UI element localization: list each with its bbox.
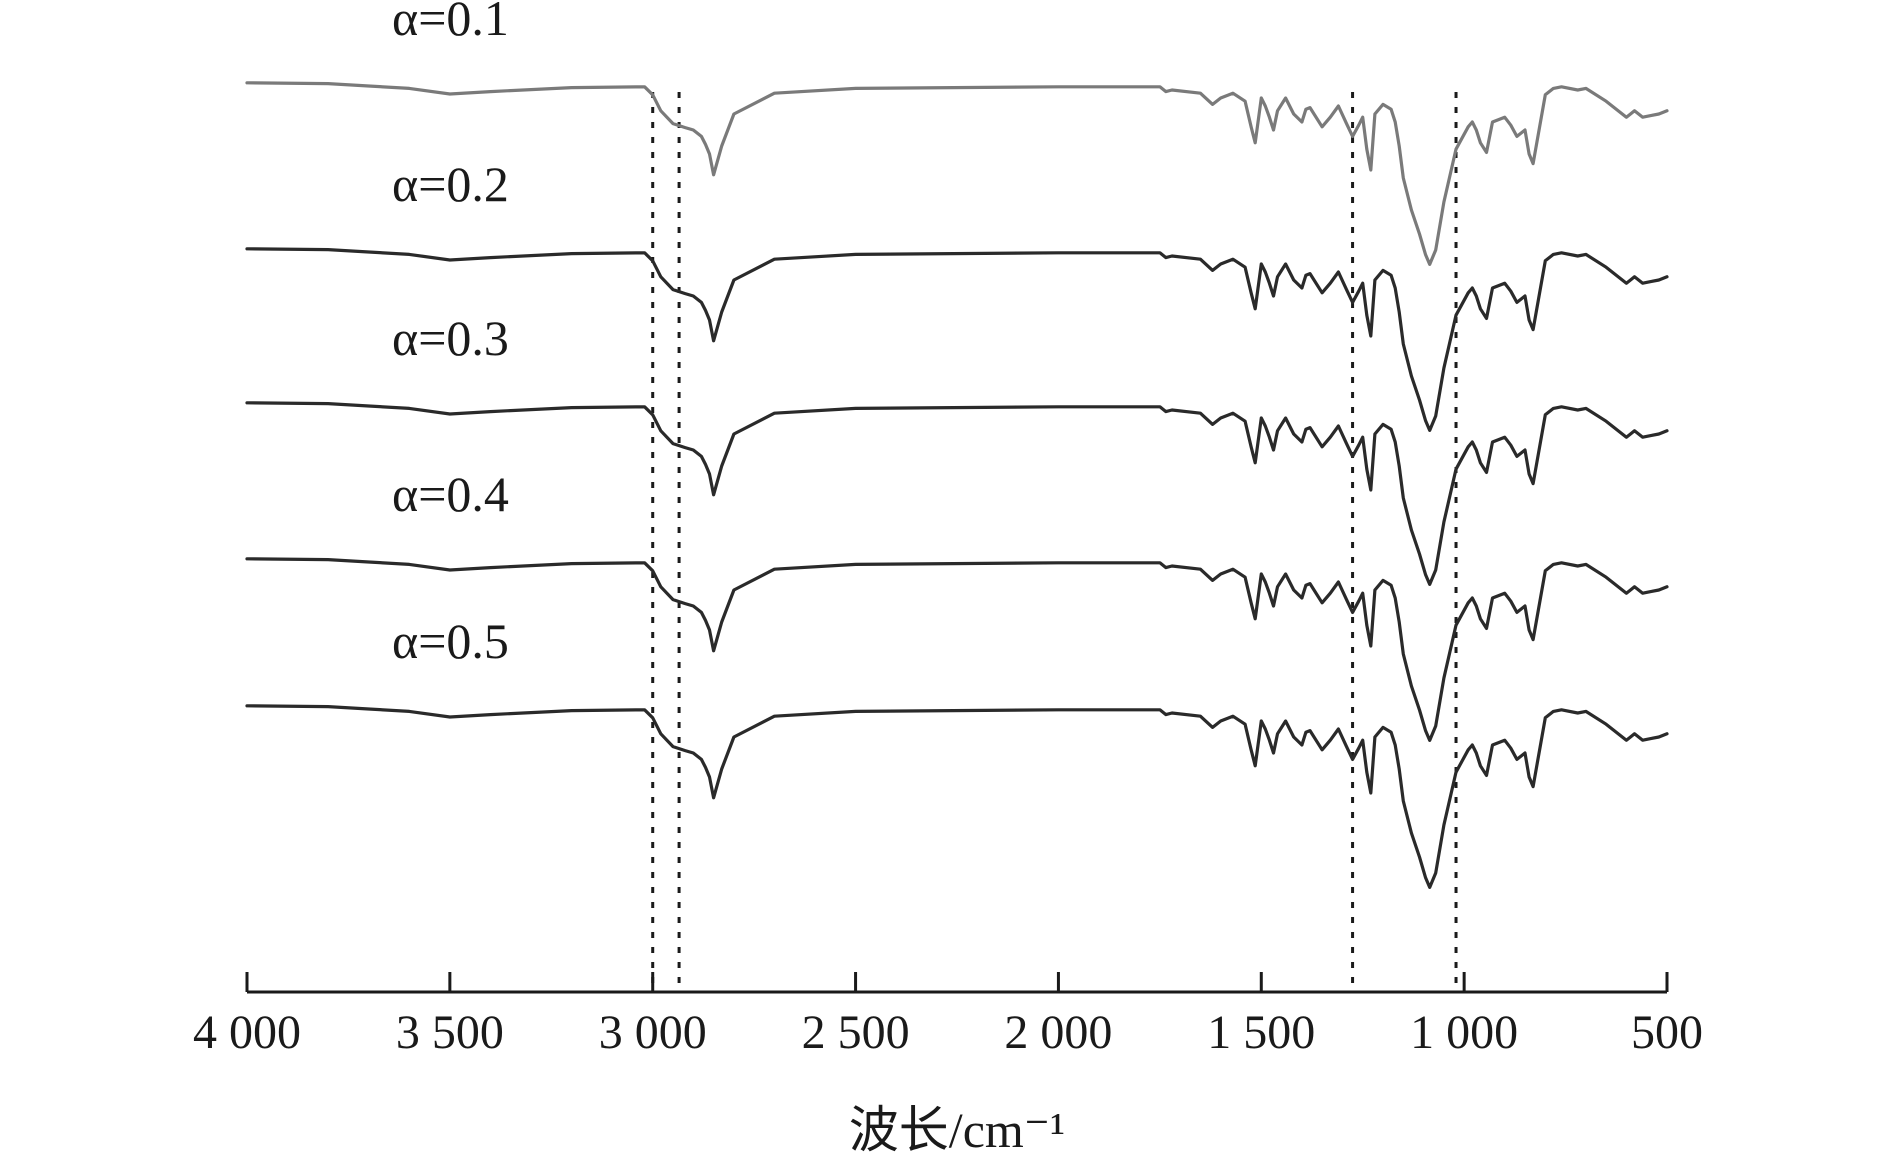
series-labels: α=0.1 α=0.2 α=0.3 α=0.4 α=0.5	[392, 0, 509, 669]
series-line	[245, 557, 1669, 743]
series-group	[245, 81, 1669, 890]
series-label: α=0.2	[392, 156, 509, 212]
series-label: α=0.3	[392, 310, 509, 366]
x-tick-label: 2 000	[1004, 1006, 1112, 1059]
series-label: α=0.1	[392, 0, 509, 46]
x-tick-label: 500	[1631, 1006, 1703, 1059]
x-tick-label: 3 000	[599, 1006, 707, 1059]
x-tick-label: 1 500	[1207, 1006, 1315, 1059]
x-tick-label: 3 500	[396, 1006, 504, 1059]
series-label: α=0.5	[392, 613, 509, 669]
x-tick-label: 2 500	[802, 1006, 910, 1059]
series-line	[245, 401, 1669, 587]
reference-lines	[651, 92, 1458, 990]
x-axis: 4 000 3 500 3 000 2 500 2 000 1 500 1 000 500	[193, 972, 1703, 1059]
x-axis-title: 波长/cm⁻¹	[849, 1102, 1065, 1158]
series-line	[245, 81, 1669, 266]
x-tick-label: 1 000	[1410, 1006, 1518, 1059]
series-label: α=0.4	[392, 466, 509, 522]
series-line	[245, 704, 1669, 890]
series-line	[245, 247, 1669, 432]
x-tick-label: 4 000	[193, 1006, 301, 1059]
